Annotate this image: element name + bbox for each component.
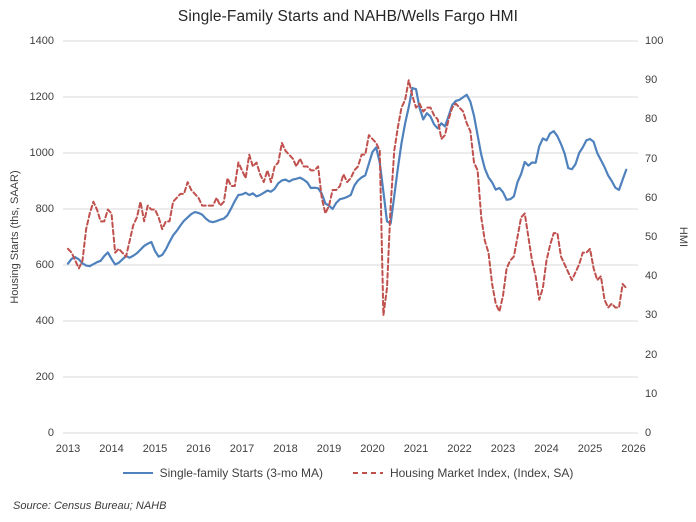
y2-axis-tick-label: 100 bbox=[645, 35, 664, 47]
y2-axis-tick-label: 80 bbox=[645, 113, 658, 126]
chart-title: Single-Family Starts and NAHB/Wells Farg… bbox=[177, 8, 519, 25]
y-axis-tick-label: 800 bbox=[35, 203, 54, 215]
y-axis-tick-label: 600 bbox=[35, 259, 54, 271]
starts-line-sample bbox=[122, 471, 153, 475]
x-axis-tick-label: 2013 bbox=[55, 443, 81, 455]
y2-axis-tick-label: 70 bbox=[645, 152, 658, 165]
y2-axis-tick-label: 0 bbox=[645, 427, 652, 439]
x-axis-tick-label: 2014 bbox=[99, 443, 124, 455]
y-axis-tick-label: 1000 bbox=[29, 147, 54, 159]
y2-axis-tick-label: 10 bbox=[645, 387, 658, 400]
y2-axis-tick-label: 60 bbox=[645, 191, 658, 204]
x-axis-tick-label: 2021 bbox=[403, 443, 429, 455]
legend-label-starts: Single-family Starts (3-mo MA) bbox=[159, 466, 323, 480]
x-axis-tick-label: 2015 bbox=[142, 443, 168, 455]
y2-axis-tick-label: 30 bbox=[645, 309, 658, 322]
legend-item-hmi: Housing Market Index, (Index, SA) bbox=[352, 466, 574, 480]
y-axis-tick-label: 200 bbox=[35, 371, 54, 383]
x-axis-tick-label: 2023 bbox=[490, 443, 516, 455]
y-axis-tick-label: 0 bbox=[47, 427, 54, 439]
y-axis-tick-label: 400 bbox=[35, 315, 54, 327]
x-axis-tick-label: 2019 bbox=[316, 443, 342, 455]
x-axis-tick-label: 2025 bbox=[577, 443, 603, 455]
x-axis-tick-label: 2022 bbox=[447, 443, 472, 455]
x-axis-tick-label: 2026 bbox=[621, 443, 646, 455]
hmi-line-sample bbox=[352, 471, 383, 475]
y2-axis-tick-label: 40 bbox=[645, 270, 658, 283]
x-axis-tick-label: 2017 bbox=[229, 443, 255, 455]
y-axis-tick-label: 1200 bbox=[29, 91, 54, 103]
y2-axis-tick-label: 90 bbox=[645, 74, 658, 87]
x-axis-tick-label: 2018 bbox=[273, 443, 298, 455]
x-axis-tick-label: 2024 bbox=[534, 443, 559, 455]
source-note: Source: Census Bureau; NAHB bbox=[13, 500, 167, 512]
x-axis-tick-label: 2016 bbox=[186, 443, 211, 455]
legend-label-hmi: Housing Market Index, (Index, SA) bbox=[389, 466, 574, 480]
y2-axis-tick-label: 50 bbox=[645, 231, 658, 243]
y-axis-tick-label: 1400 bbox=[29, 35, 54, 47]
legend: Single-family Starts (3-mo MA) Housing M… bbox=[0, 464, 696, 482]
series-line-starts bbox=[66, 86, 628, 268]
y2-axis-tick-label: 20 bbox=[645, 348, 658, 361]
series-line-hmi bbox=[67, 79, 628, 317]
left-axis-title: Housing Starts (ths, SAAR) bbox=[9, 170, 21, 304]
right-axis-title: HMI bbox=[677, 226, 689, 248]
x-axis-tick-label: 2020 bbox=[360, 443, 385, 455]
legend-item-starts: Single-family Starts (3-mo MA) bbox=[122, 466, 323, 480]
